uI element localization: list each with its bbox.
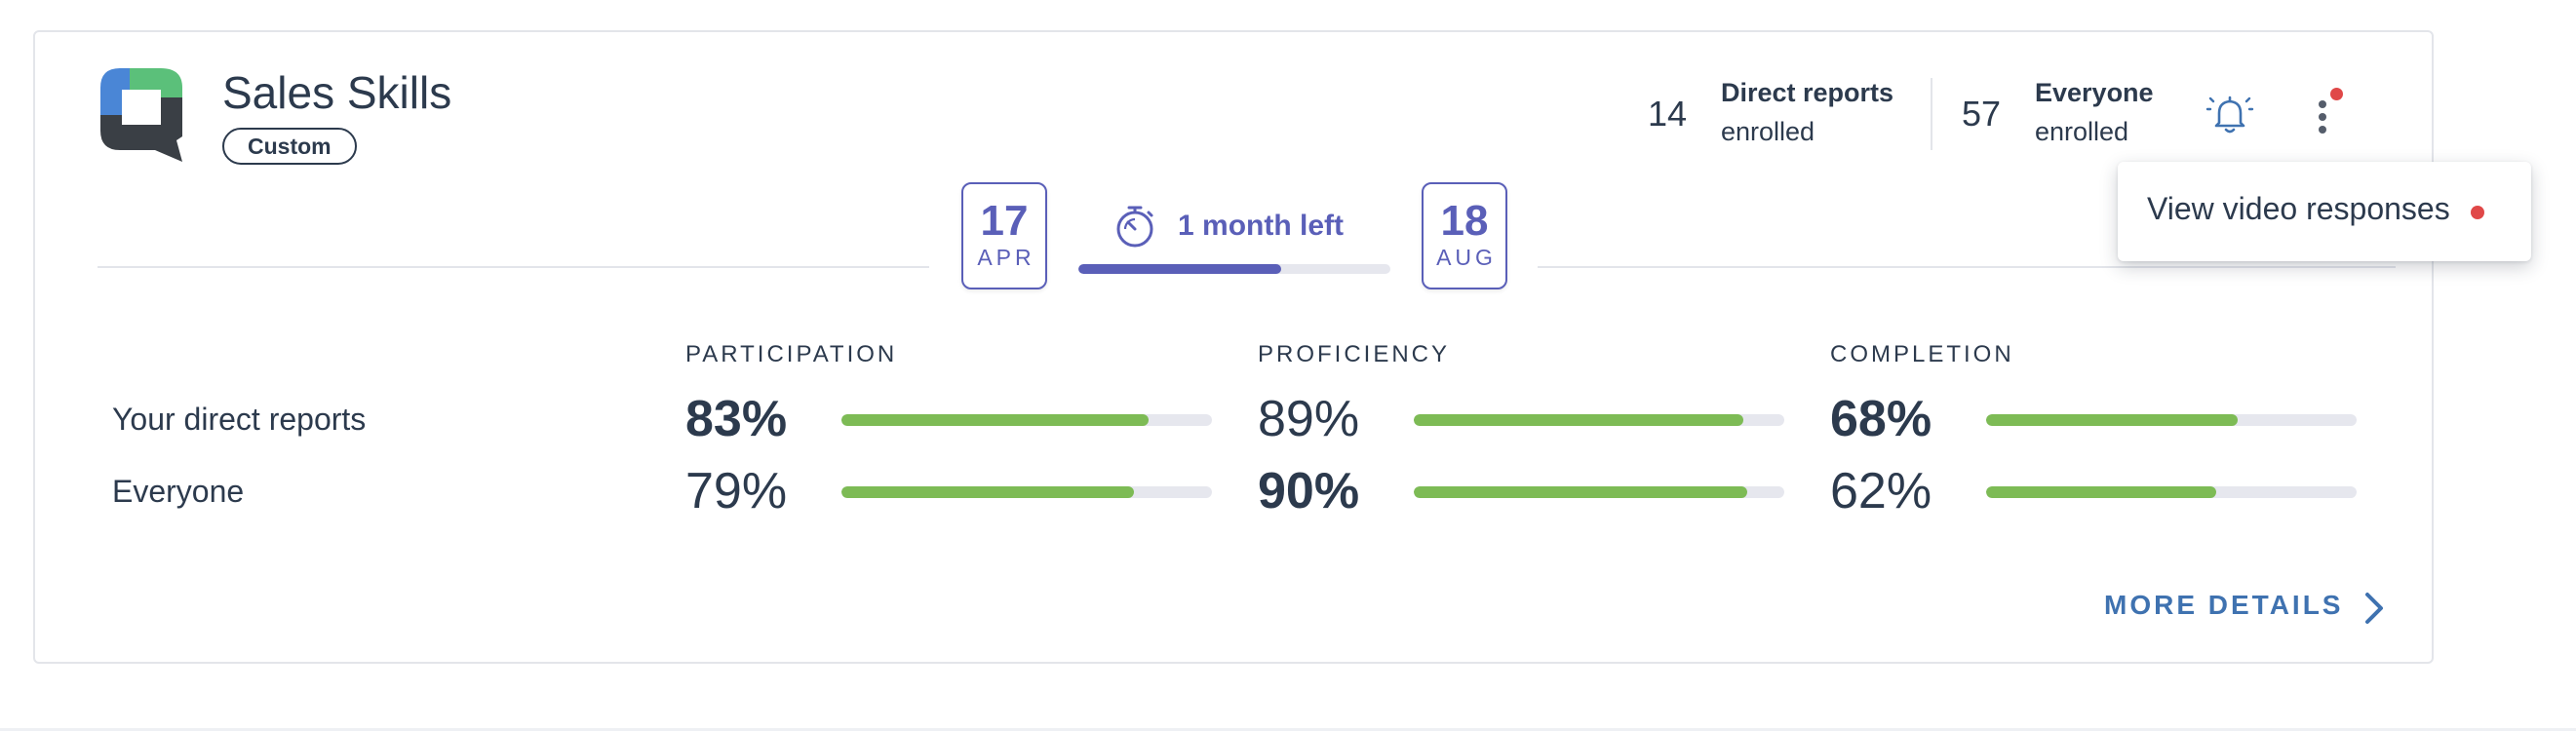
start-date: 17 APR	[961, 182, 1047, 289]
everyone-title: Everyone	[2035, 78, 2154, 107]
options-dropdown: View video responses	[2118, 162, 2531, 261]
direct-reports-sub: enrolled	[1721, 117, 1815, 146]
notification-dot	[2471, 206, 2484, 219]
end-month: AUG	[1436, 245, 1497, 270]
metric-value-everyone-proficiency: 90%	[1258, 463, 1360, 519]
metric-bar-fill	[841, 414, 1150, 426]
metric-bar-fill	[1414, 414, 1744, 426]
metric-value-everyone-participation: 79%	[685, 463, 788, 519]
start-month: APR	[977, 245, 1035, 270]
kebab-menu-icon[interactable]	[2309, 88, 2343, 138]
time-remaining: 1 month left	[1178, 210, 1344, 242]
stopwatch-icon	[1116, 206, 1153, 248]
metric-bar-fill	[1414, 486, 1747, 498]
course-card	[33, 30, 2434, 664]
row-label-everyone: Everyone	[112, 474, 245, 509]
metric-value-direct-reports-proficiency: 89%	[1258, 391, 1360, 447]
metric-bar-direct-reports-completion	[1986, 414, 2357, 426]
direct-reports-count: 14	[1648, 94, 1688, 134]
metric-bar-everyone-participation	[841, 486, 1212, 498]
metric-value-everyone-completion: 62%	[1830, 463, 1932, 519]
row-label-direct-reports: Your direct reports	[112, 402, 367, 437]
bell-icon[interactable]	[2205, 90, 2254, 138]
more-details-link[interactable]: MORE DETAILS	[2104, 590, 2344, 620]
column-header-completion: COMPLETION	[1830, 341, 2014, 367]
chevron-right-icon[interactable]	[2363, 591, 2385, 626]
metric-bar-everyone-proficiency	[1414, 486, 1784, 498]
course-title: Sales Skills	[222, 67, 452, 118]
stat-divider	[1931, 78, 1932, 150]
metric-bar-fill	[1986, 486, 2216, 498]
metric-bar-fill	[841, 486, 1135, 498]
timeline-progress-fill	[1078, 264, 1281, 274]
column-header-participation: PARTICIPATION	[685, 341, 898, 367]
end-day: 18	[1440, 197, 1489, 245]
metric-value-direct-reports-completion: 68%	[1830, 391, 1932, 447]
direct-reports-title: Direct reports	[1721, 78, 1894, 107]
everyone-sub: enrolled	[2035, 117, 2129, 146]
timeline-line-right	[1538, 266, 2396, 268]
notification-dot	[2330, 88, 2343, 100]
timeline-progress	[1078, 264, 1390, 274]
metric-bar-everyone-completion	[1986, 486, 2357, 498]
metric-bar-direct-reports-participation	[841, 414, 1212, 426]
start-day: 17	[980, 197, 1029, 245]
divider	[0, 728, 2576, 731]
metric-value-direct-reports-participation: 83%	[685, 391, 788, 447]
metric-bar-direct-reports-proficiency	[1414, 414, 1784, 426]
custom-badge: Custom	[222, 128, 357, 165]
everyone-count: 57	[1962, 94, 2002, 134]
timeline-line-left	[98, 266, 929, 268]
menu-item-view-video-responses[interactable]: View video responses	[2147, 191, 2450, 226]
logo-icon	[100, 68, 182, 162]
end-date: 18 AUG	[1422, 182, 1507, 289]
metric-bar-fill	[1986, 414, 2239, 426]
column-header-proficiency: PROFICIENCY	[1258, 341, 1451, 367]
